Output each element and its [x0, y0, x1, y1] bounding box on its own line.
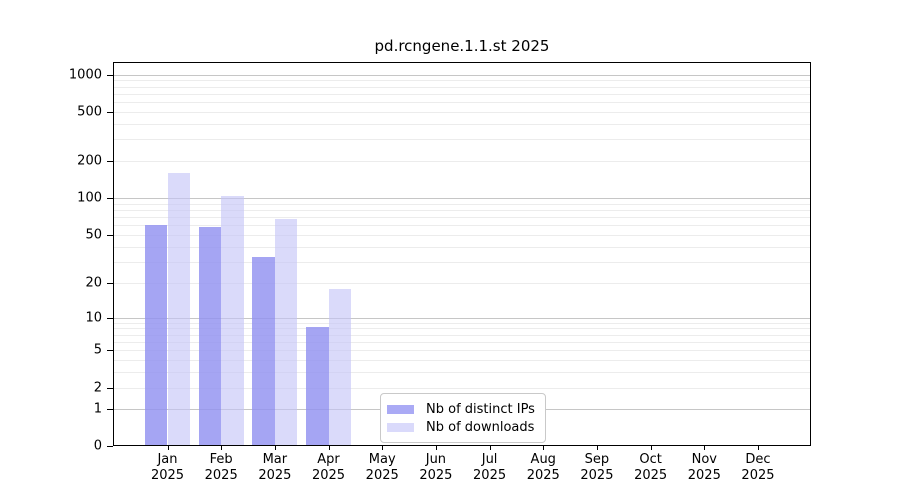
x-tick-label-may: May 2025	[365, 452, 399, 483]
major-gridline	[114, 198, 810, 200]
minor-gridline	[114, 322, 810, 324]
x-tick-mark	[596, 445, 598, 450]
y-tick-label: 20	[85, 275, 102, 291]
legend-label-downloads: Nb of downloads	[426, 419, 535, 435]
x-tick-label-sep: Sep 2025	[580, 452, 614, 483]
plot-area: Nb of distinct IPs Nb of downloads 0 1 2 5 1…	[69, 62, 811, 483]
y-tick-mark	[107, 198, 113, 200]
y-tick-mark	[107, 409, 113, 411]
major-gridline	[114, 317, 810, 319]
x-tick-mark	[328, 445, 330, 450]
x-tick-mark	[382, 445, 384, 450]
minor-gridline	[114, 203, 810, 205]
x-tick-label-apr: Apr 2025	[311, 452, 346, 483]
minor-gridline	[114, 80, 810, 82]
y-tick-label: 2	[93, 380, 102, 396]
y-tick-mark	[107, 282, 113, 284]
y-tick-mark	[107, 446, 113, 447]
x-tick-mark	[274, 445, 276, 450]
x-tick-label-nov: Nov 2025	[687, 452, 721, 483]
y-tick-label: 200	[77, 153, 102, 169]
y-tick-label: 100	[77, 190, 102, 206]
y-tick-label: 0	[93, 438, 102, 454]
y-tick-label: 500	[77, 104, 102, 120]
y-tick-label: 1000	[68, 67, 102, 83]
x-tick-label-dec: Dec 2025	[741, 452, 775, 483]
y-tick-label: 1	[93, 401, 102, 417]
minor-gridline	[114, 139, 810, 141]
y-tick-mark	[107, 234, 113, 236]
x-tick-mark	[543, 445, 545, 450]
bar-downloads-jan	[167, 172, 190, 445]
x-tick-label-mar: Mar 2025	[258, 452, 292, 483]
minor-gridline	[114, 261, 810, 263]
minor-gridline	[114, 341, 810, 343]
minor-gridline	[114, 123, 810, 125]
legend-row-downloads: Nb of downloads	[387, 419, 537, 435]
y-tick-mark	[107, 161, 113, 162]
legend: Nb of distinct IPs Nb of downloads	[380, 393, 546, 443]
bar-distinct-ips-jan	[145, 225, 168, 445]
minor-gridline	[114, 111, 810, 113]
x-tick-mark	[435, 445, 437, 450]
downloads-swatch-icon	[387, 422, 414, 432]
x-tick-label-jun: Jun 2025	[419, 452, 453, 483]
x-tick-mark	[167, 445, 169, 450]
y-tick-label: 5	[93, 342, 102, 358]
minor-gridline	[114, 86, 810, 88]
y-tick-mark	[107, 387, 113, 389]
minor-gridline	[114, 93, 810, 95]
minor-gridline	[114, 372, 810, 374]
x-tick-label-jul: Jul 2025	[473, 452, 507, 483]
chart-title: pd.rcngene.1.1.st 2025	[374, 37, 550, 55]
x-tick-label-aug: Aug 2025	[526, 452, 560, 483]
y-tick-label: 10	[85, 310, 102, 326]
y-tick-mark	[107, 111, 113, 113]
minor-gridline	[114, 359, 810, 361]
y-tick-mark	[107, 74, 113, 76]
minor-gridline	[114, 328, 810, 330]
bar-downloads-apr	[328, 289, 351, 445]
y-tick-label: 50	[85, 227, 102, 243]
minor-gridline	[114, 334, 810, 336]
x-tick-label-feb: Feb 2025	[204, 452, 238, 483]
distinct-ips-swatch-icon	[387, 404, 414, 414]
minor-gridline	[114, 217, 810, 219]
bar-distinct-ips-feb	[198, 227, 222, 445]
legend-label-distinct-ips: Nb of distinct IPs	[426, 401, 535, 417]
legend-row-distinct-ips: Nb of distinct IPs	[387, 401, 537, 417]
y-tick-mark	[107, 317, 113, 319]
x-tick-mark	[221, 445, 223, 450]
x-tick-mark	[489, 445, 491, 450]
major-gridline	[114, 74, 810, 76]
minor-gridline	[114, 234, 810, 236]
bar-downloads-mar	[274, 219, 298, 445]
minor-gridline	[114, 350, 810, 352]
minor-gridline	[114, 246, 810, 248]
x-tick-label-oct: Oct 2025	[634, 452, 668, 483]
minor-gridline	[114, 387, 810, 389]
bar-downloads-feb	[221, 196, 244, 445]
minor-gridline	[114, 161, 810, 162]
x-tick-label-jan: Jan 2025	[150, 452, 185, 483]
minor-gridline	[114, 102, 810, 103]
x-tick-mark	[704, 445, 706, 450]
x-tick-mark	[757, 445, 759, 450]
x-tick-mark	[650, 445, 652, 450]
minor-gridline	[114, 225, 810, 227]
bar-distinct-ips-mar	[252, 256, 275, 445]
bar-distinct-ips-apr	[306, 326, 329, 445]
minor-gridline	[114, 282, 810, 284]
y-tick-mark	[107, 350, 113, 352]
minor-gridline	[114, 209, 810, 211]
